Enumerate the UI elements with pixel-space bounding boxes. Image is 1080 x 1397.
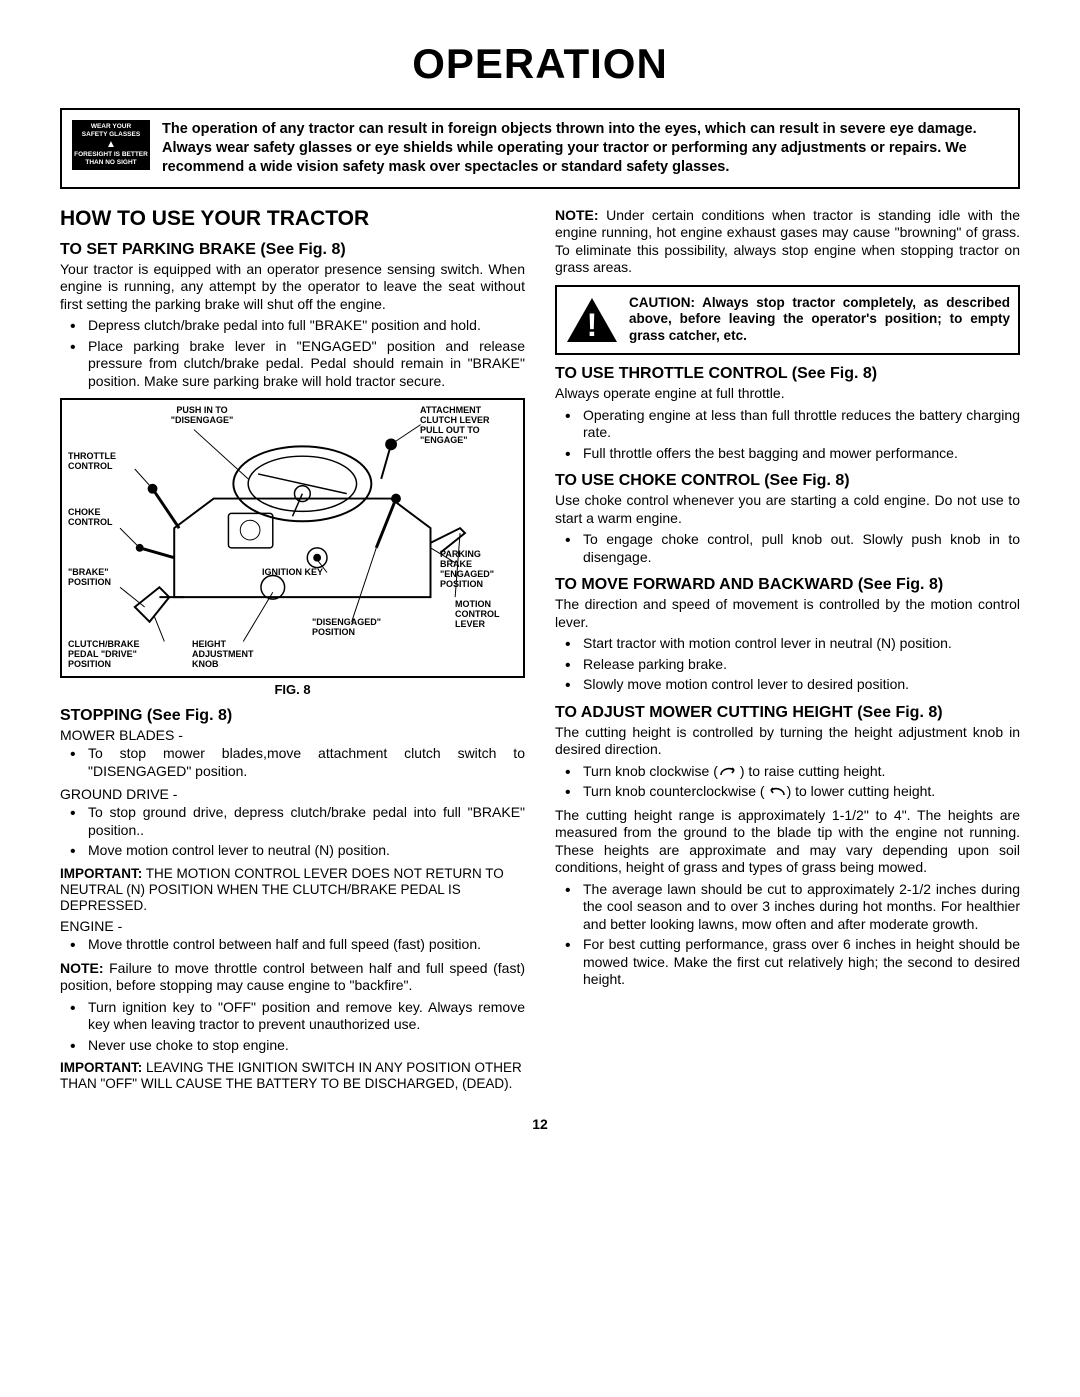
list-item: Release parking brake. [583, 656, 1020, 674]
safety-warning-box: WEAR YOUR SAFETY GLASSES ▲ FORESIGHT IS … [60, 108, 1020, 189]
body-text: Your tractor is equipped with an operato… [60, 261, 525, 314]
section-heading: HOW TO USE YOUR TRACTOR [60, 207, 525, 231]
item-text: ) to raise cutting height. [740, 763, 886, 779]
important-label: IMPORTANT: [60, 866, 142, 881]
subsection-heading: STOPPING (See Fig. 8) [60, 707, 525, 725]
warning-text: The operation of any tractor can result … [162, 120, 1008, 177]
note: NOTE: Under certain conditions when trac… [555, 207, 1020, 277]
sub-heading: GROUND DRIVE - [60, 786, 525, 802]
badge-line: WEAR YOUR [74, 123, 148, 131]
note-label: NOTE: [60, 960, 104, 976]
list-item: To stop ground drive, depress clutch/bra… [88, 804, 525, 839]
list-item: Move motion control lever to neutral (N)… [88, 842, 525, 860]
body-text: Always operate engine at full throttle. [555, 385, 1020, 403]
list-item: Turn ignition key to "OFF" position and … [88, 999, 525, 1034]
item-text: ) to lower cutting height. [787, 783, 936, 799]
page-title: OPERATION [60, 40, 1020, 88]
list-item: Operating engine at less than full throt… [583, 407, 1020, 442]
caution-box: ! CAUTION: Always stop tractor completel… [555, 285, 1020, 356]
subsection-heading: TO MOVE FORWARD AND BACKWARD (See Fig. 8… [555, 576, 1020, 594]
caution-text: CAUTION: Always stop tractor completely,… [629, 295, 1010, 346]
subsection-heading: TO USE THROTTLE CONTROL (See Fig. 8) [555, 365, 1020, 383]
fig-label: CHOKE CONTROL [68, 508, 128, 528]
page-number: 12 [60, 1116, 1020, 1132]
left-column: HOW TO USE YOUR TRACTOR TO SET PARKING B… [60, 207, 525, 1097]
fig-label: "DISENGAGED" POSITION [312, 618, 402, 638]
important-note: IMPORTANT: LEAVING THE IGNITION SWITCH I… [60, 1060, 525, 1092]
list-item: For best cutting performance, grass over… [583, 936, 1020, 989]
fig-label: CLUTCH/BRAKE PEDAL "DRIVE" POSITION [68, 640, 168, 670]
list-item: Start tractor with motion control lever … [583, 635, 1020, 653]
fig-label: ATTACHMENT CLUTCH LEVER PULL OUT TO "ENG… [420, 406, 515, 446]
caution-triangle-icon: ! [565, 296, 619, 344]
list-item: To stop mower blades,move attachment clu… [88, 745, 525, 780]
body-text: Use choke control whenever you are start… [555, 492, 1020, 527]
sub-heading: MOWER BLADES - [60, 727, 525, 743]
note: NOTE: Failure to move throttle control b… [60, 960, 525, 995]
fig-label: HEIGHT ADJUSTMENT KNOB [192, 640, 282, 670]
fig-label: MOTION CONTROL LEVER [455, 600, 515, 630]
bullet-list: To stop ground drive, depress clutch/bra… [60, 804, 525, 860]
warning-triangle-icon: ▲ [74, 139, 148, 151]
fig-label: IGNITION KEY [262, 568, 342, 578]
list-item: Move throttle control between half and f… [88, 936, 525, 954]
subsection-heading: TO USE CHOKE CONTROL (See Fig. 8) [555, 472, 1020, 490]
fig-label: "BRAKE" POSITION [68, 568, 128, 588]
list-item: The average lawn should be cut to approx… [583, 881, 1020, 934]
counterclockwise-arrow-icon [765, 786, 787, 798]
right-column: NOTE: Under certain conditions when trac… [555, 207, 1020, 1097]
figure-caption: FIG. 8 [60, 682, 525, 697]
subsection-heading: TO SET PARKING BRAKE (See Fig. 8) [60, 241, 525, 259]
bullet-list: Turn ignition key to "OFF" position and … [60, 999, 525, 1055]
badge-line: FORESIGHT IS BETTER THAN NO SIGHT [74, 151, 148, 167]
bullet-list: Move throttle control between half and f… [60, 936, 525, 954]
note-text: Failure to move throttle control between… [60, 960, 525, 994]
list-item: Never use choke to stop engine. [88, 1037, 525, 1055]
bullet-list: Depress clutch/brake pedal into full "BR… [60, 317, 525, 390]
list-item: Place parking brake lever in "ENGAGED" p… [88, 338, 525, 391]
list-item: Depress clutch/brake pedal into full "BR… [88, 317, 525, 335]
body-text: The cutting height is controlled by turn… [555, 724, 1020, 759]
list-item: Turn knob counterclockwise ( ) to lower c… [583, 783, 1020, 801]
important-label: IMPORTANT: [60, 1060, 142, 1075]
body-text: The direction and speed of movement is c… [555, 596, 1020, 631]
item-text: Turn knob clockwise ( [583, 763, 718, 779]
list-item: Turn knob clockwise ( ) to raise cutting … [583, 763, 1020, 781]
fig-label: PUSH IN TO "DISENGAGE" [162, 406, 242, 426]
safety-glasses-badge: WEAR YOUR SAFETY GLASSES ▲ FORESIGHT IS … [72, 120, 150, 170]
bullet-list: To engage choke control, pull knob out. … [555, 531, 1020, 566]
body-text: The cutting height range is approximatel… [555, 807, 1020, 877]
list-item: Slowly move motion control lever to desi… [583, 676, 1020, 694]
item-text: Turn knob counterclockwise ( [583, 783, 765, 799]
bullet-list: To stop mower blades,move attachment clu… [60, 745, 525, 780]
subsection-heading: TO ADJUST MOWER CUTTING HEIGHT (See Fig.… [555, 704, 1020, 722]
clockwise-arrow-icon [718, 766, 740, 778]
note-label: NOTE: [555, 207, 599, 223]
important-note: IMPORTANT: THE MOTION CONTROL LEVER DOES… [60, 866, 525, 915]
fig-label: THROTTLE CONTROL [68, 452, 138, 472]
list-item: To engage choke control, pull knob out. … [583, 531, 1020, 566]
two-column-layout: HOW TO USE YOUR TRACTOR TO SET PARKING B… [60, 207, 1020, 1097]
bullet-list: The average lawn should be cut to approx… [555, 881, 1020, 989]
note-text: Under certain conditions when tractor is… [555, 207, 1020, 276]
bullet-list: Start tractor with motion control lever … [555, 635, 1020, 694]
sub-heading: ENGINE - [60, 918, 525, 934]
bullet-list: Operating engine at less than full throt… [555, 407, 1020, 463]
list-item: Full throttle offers the best bagging an… [583, 445, 1020, 463]
badge-line: SAFETY GLASSES [74, 131, 148, 139]
figure-8-diagram: PUSH IN TO "DISENGAGE" ATTACHMENT CLUTCH… [60, 398, 525, 678]
fig-label: PARKING BRAKE "ENGAGED" POSITION [440, 550, 515, 590]
svg-text:!: ! [587, 307, 598, 343]
bullet-list: Turn knob clockwise ( ) to raise cutting … [555, 763, 1020, 801]
